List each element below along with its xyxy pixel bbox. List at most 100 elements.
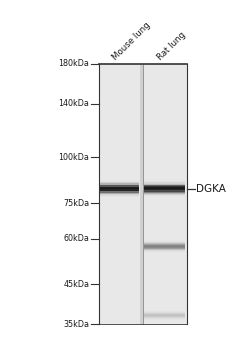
Bar bbox=[144, 318, 185, 319]
Bar bbox=[100, 180, 139, 181]
Bar bbox=[144, 247, 185, 248]
Text: 45kDa: 45kDa bbox=[63, 280, 89, 289]
Bar bbox=[144, 252, 185, 253]
Bar bbox=[144, 247, 185, 248]
Bar bbox=[144, 196, 185, 197]
Bar bbox=[100, 187, 139, 188]
Bar bbox=[144, 186, 185, 187]
Bar bbox=[144, 317, 185, 318]
Bar bbox=[100, 183, 139, 184]
Bar bbox=[144, 191, 185, 192]
Bar bbox=[144, 311, 185, 312]
Bar bbox=[144, 183, 185, 184]
Bar bbox=[144, 248, 185, 249]
Bar bbox=[100, 183, 139, 184]
Bar bbox=[100, 188, 139, 189]
Bar bbox=[100, 191, 139, 192]
Bar bbox=[144, 312, 185, 313]
Text: 140kDa: 140kDa bbox=[59, 99, 89, 108]
Bar bbox=[144, 311, 185, 312]
Bar bbox=[100, 193, 139, 194]
Bar bbox=[100, 187, 139, 188]
Bar bbox=[100, 195, 139, 196]
Bar bbox=[144, 318, 185, 319]
Bar bbox=[144, 187, 185, 188]
Bar bbox=[144, 316, 185, 317]
Bar bbox=[144, 251, 185, 252]
Bar bbox=[144, 312, 185, 313]
Bar bbox=[144, 246, 185, 247]
Bar bbox=[144, 190, 185, 191]
Bar bbox=[144, 318, 185, 319]
Bar bbox=[144, 183, 185, 184]
Bar bbox=[144, 310, 185, 311]
Bar bbox=[144, 245, 185, 246]
Bar bbox=[144, 241, 185, 242]
Bar bbox=[144, 319, 185, 320]
Bar bbox=[100, 194, 139, 195]
Bar bbox=[100, 186, 139, 187]
Bar bbox=[144, 250, 185, 251]
Bar bbox=[144, 194, 185, 195]
Bar bbox=[100, 190, 139, 191]
Bar bbox=[144, 315, 185, 316]
Bar bbox=[144, 195, 185, 196]
Bar bbox=[144, 249, 185, 250]
Bar bbox=[144, 245, 185, 246]
Text: 60kDa: 60kDa bbox=[63, 234, 89, 243]
Bar bbox=[144, 318, 185, 319]
Bar bbox=[144, 248, 185, 249]
Bar bbox=[144, 182, 185, 183]
Bar bbox=[144, 315, 185, 316]
Bar bbox=[144, 313, 185, 314]
Bar bbox=[144, 251, 185, 252]
Bar bbox=[144, 319, 185, 320]
Bar bbox=[100, 181, 139, 182]
Text: DGKA: DGKA bbox=[196, 184, 226, 194]
Bar bbox=[100, 190, 139, 191]
Bar bbox=[144, 313, 185, 314]
Bar bbox=[100, 191, 139, 192]
Bar bbox=[144, 314, 185, 315]
Bar bbox=[144, 244, 185, 245]
Bar bbox=[100, 188, 139, 189]
Bar bbox=[100, 184, 139, 185]
Bar bbox=[144, 243, 185, 244]
Text: Rat lung: Rat lung bbox=[156, 30, 188, 62]
Bar bbox=[144, 250, 185, 251]
Bar bbox=[144, 242, 185, 243]
Bar bbox=[144, 181, 185, 182]
Bar bbox=[144, 241, 185, 242]
Text: 180kDa: 180kDa bbox=[59, 60, 89, 68]
Bar bbox=[100, 195, 139, 196]
Bar bbox=[144, 182, 185, 183]
Bar bbox=[144, 249, 185, 250]
Bar bbox=[144, 184, 185, 185]
Bar bbox=[144, 314, 185, 315]
Bar bbox=[100, 182, 139, 183]
Bar bbox=[100, 196, 139, 197]
Bar bbox=[144, 240, 185, 241]
Bar bbox=[144, 189, 185, 190]
Bar bbox=[144, 185, 185, 186]
Bar bbox=[144, 243, 185, 244]
Bar bbox=[144, 191, 185, 192]
Text: 75kDa: 75kDa bbox=[63, 198, 89, 208]
Bar bbox=[144, 316, 185, 317]
Bar bbox=[100, 184, 139, 185]
Bar bbox=[144, 181, 185, 182]
Bar bbox=[144, 190, 185, 191]
Bar bbox=[100, 189, 139, 190]
Bar bbox=[144, 193, 185, 194]
Bar bbox=[100, 186, 139, 187]
Bar bbox=[144, 244, 185, 245]
Text: 100kDa: 100kDa bbox=[59, 153, 89, 162]
Bar bbox=[144, 317, 185, 318]
Bar bbox=[144, 188, 185, 189]
Bar bbox=[144, 184, 185, 185]
Bar bbox=[100, 196, 139, 197]
Bar bbox=[100, 194, 139, 195]
Bar bbox=[100, 185, 139, 186]
Text: Mouse lung: Mouse lung bbox=[111, 21, 152, 62]
Bar bbox=[100, 182, 139, 183]
